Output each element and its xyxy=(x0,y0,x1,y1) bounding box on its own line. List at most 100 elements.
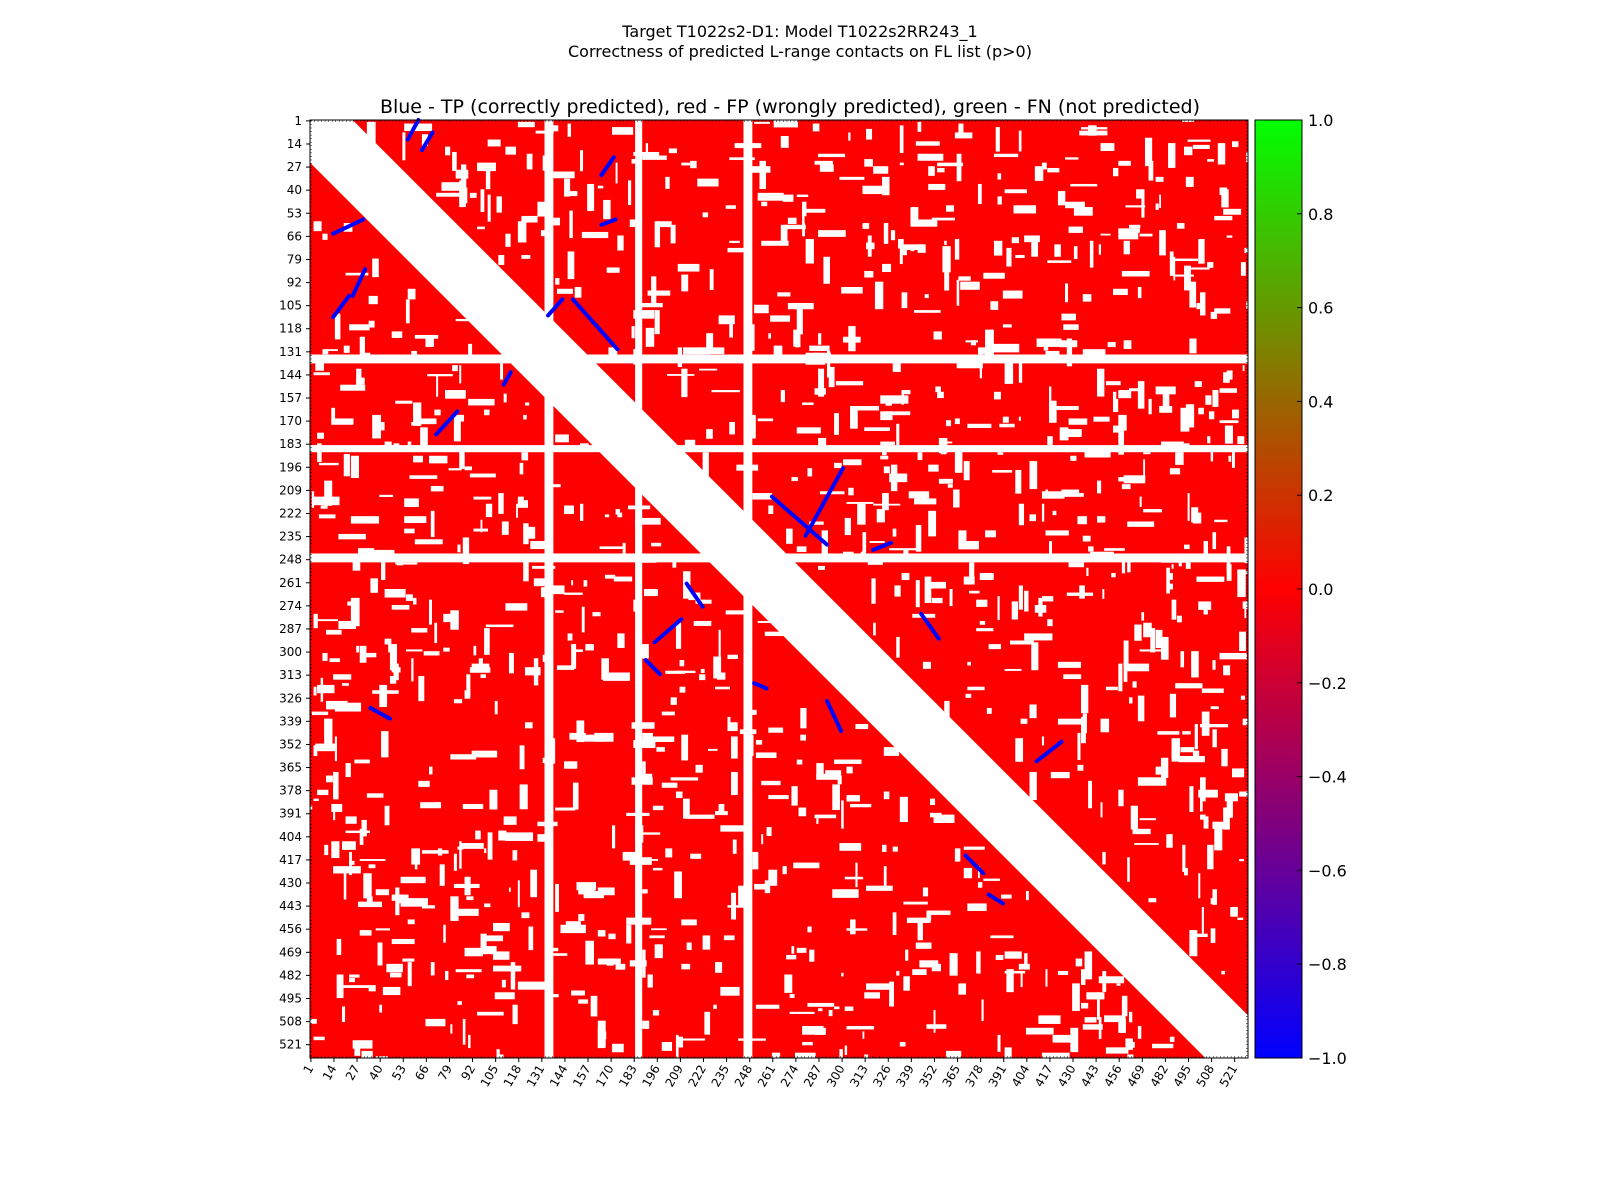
y-tick-label: 300 xyxy=(279,645,302,659)
gap-row-1 xyxy=(310,445,1248,453)
tp-segment xyxy=(570,297,620,352)
y-tick-label: 482 xyxy=(279,968,302,982)
colorbar-tick-label: 1.0 xyxy=(1308,111,1333,130)
tp-segment xyxy=(643,658,662,677)
y-tick-label: 170 xyxy=(279,414,302,428)
y-tick-label: 326 xyxy=(279,691,302,705)
y-tick-label: 196 xyxy=(279,460,302,474)
colorbar-tick-label: −0.6 xyxy=(1308,861,1347,880)
colorbar-tick-label: −0.4 xyxy=(1308,768,1347,787)
x-tick-label: 1 xyxy=(301,1063,317,1077)
colorbar: 1.0 0.8 0.6 0.4 0.2 0.0 −0.2 −0.4 −0.6 −0.8 −1.0 xyxy=(1254,111,1347,1068)
y-tick-label: 79 xyxy=(287,252,302,266)
figure-suptitle-line1: Target T1022s2-D1: Model T1022s2RR243_1 xyxy=(622,22,978,41)
x-tick-label: 92 xyxy=(458,1063,478,1083)
y-tick-label: 248 xyxy=(279,553,302,567)
tp-segment xyxy=(752,681,769,691)
tp-segment xyxy=(331,217,366,236)
colorbar-tick-label: 0.2 xyxy=(1308,486,1333,505)
x-tick-label: 274 xyxy=(778,1063,802,1090)
x-tick-label: 300 xyxy=(824,1063,848,1090)
tp-segment xyxy=(824,698,844,734)
y-tick-label: 131 xyxy=(279,345,302,359)
y-tick-label: 105 xyxy=(279,299,302,313)
y-axis: 1 14 27 40 53 66 79 92 105 118 131 144 157 170 183 196 2… xyxy=(279,114,1248,1056)
plot-area xyxy=(310,118,1263,1082)
colorbar-tick-label: −0.8 xyxy=(1308,955,1347,974)
x-tick-label: 118 xyxy=(501,1063,525,1090)
y-tick-label: 443 xyxy=(279,899,302,913)
colorbar-tick-label: 0.0 xyxy=(1308,580,1333,599)
x-tick-label: 66 xyxy=(412,1063,432,1083)
y-tick-label: 404 xyxy=(279,830,302,844)
x-tick-label: 456 xyxy=(1101,1063,1125,1090)
tp-segment xyxy=(599,155,616,178)
x-tick-label: 209 xyxy=(662,1063,686,1090)
x-tick-label: 144 xyxy=(547,1063,571,1090)
gap-column-1 xyxy=(635,120,643,1058)
x-tick-label: 40 xyxy=(366,1063,386,1083)
x-tick-label: 222 xyxy=(686,1063,710,1090)
tp-segment xyxy=(546,297,565,318)
colorbar-tick-label: −1.0 xyxy=(1308,1049,1347,1068)
tp-segment xyxy=(331,293,352,320)
y-tick-label: 157 xyxy=(279,391,302,405)
y-tick-label: 365 xyxy=(279,761,302,775)
y-tick-label: 287 xyxy=(279,622,302,636)
y-tick-label: 521 xyxy=(279,1038,302,1052)
tp-segment xyxy=(419,130,435,153)
x-tick-label: 131 xyxy=(524,1063,548,1090)
figure-suptitle-line2: Correctness of predicted L-range contact… xyxy=(568,42,1032,61)
x-tick-label: 287 xyxy=(801,1063,825,1090)
x-tick-label: 378 xyxy=(963,1063,987,1090)
x-tick-label: 248 xyxy=(732,1063,756,1090)
x-tick-label: 521 xyxy=(1217,1063,1241,1090)
colorbar-tick-label: 0.6 xyxy=(1308,299,1333,318)
y-tick-label: 261 xyxy=(279,576,302,590)
y-tick-label: 352 xyxy=(279,737,302,751)
y-tick-label: 495 xyxy=(279,991,302,1005)
gap-row-0 xyxy=(310,354,1248,364)
tp-segment xyxy=(350,267,368,298)
y-tick-label: 92 xyxy=(287,276,302,290)
x-tick-label: 404 xyxy=(1009,1063,1033,1090)
x-tick-label: 417 xyxy=(1032,1063,1056,1090)
x-tick-label: 53 xyxy=(389,1063,409,1083)
y-tick-label: 144 xyxy=(279,368,302,382)
tp-segment xyxy=(368,706,392,721)
x-tick-label: 326 xyxy=(870,1063,894,1090)
tp-segment xyxy=(1034,739,1064,764)
x-tick-label: 183 xyxy=(616,1063,640,1090)
x-tick-label: 508 xyxy=(1194,1063,1218,1090)
colorbar-tick-label: 0.8 xyxy=(1308,205,1333,224)
y-tick-label: 469 xyxy=(279,945,302,959)
axes-frame xyxy=(309,119,1249,1059)
y-tick-label: 209 xyxy=(279,483,302,497)
y-tick-label: 456 xyxy=(279,922,302,936)
colorbar-tick-label: −0.2 xyxy=(1308,674,1347,693)
tp-segment xyxy=(769,494,829,547)
y-tick-label: 274 xyxy=(279,599,302,613)
y-tick-label: 222 xyxy=(279,506,302,520)
tp-segment xyxy=(871,540,893,552)
y-tick-label: 313 xyxy=(279,668,302,682)
colorbar-gradient xyxy=(1254,119,1303,1059)
tp-segment xyxy=(652,617,684,645)
no-prediction-texture xyxy=(310,120,1263,1082)
y-tick-label: 66 xyxy=(287,229,302,243)
colorbar-tick-label: 0.4 xyxy=(1308,392,1333,411)
plot-border xyxy=(309,119,1249,1059)
y-tick-label: 417 xyxy=(279,853,302,867)
x-tick-label: 365 xyxy=(940,1063,964,1090)
y-tick-label: 14 xyxy=(287,137,302,151)
tp-segment xyxy=(684,581,705,609)
tp-segment xyxy=(919,611,941,641)
x-tick-label: 352 xyxy=(916,1063,940,1090)
y-tick-label: 339 xyxy=(279,714,302,728)
gap-row-2 xyxy=(310,553,1248,563)
y-tick-label: 27 xyxy=(287,160,302,174)
y-tick-label: 508 xyxy=(279,1015,302,1029)
y-tick-label: 235 xyxy=(279,530,302,544)
y-tick-label: 391 xyxy=(279,807,302,821)
